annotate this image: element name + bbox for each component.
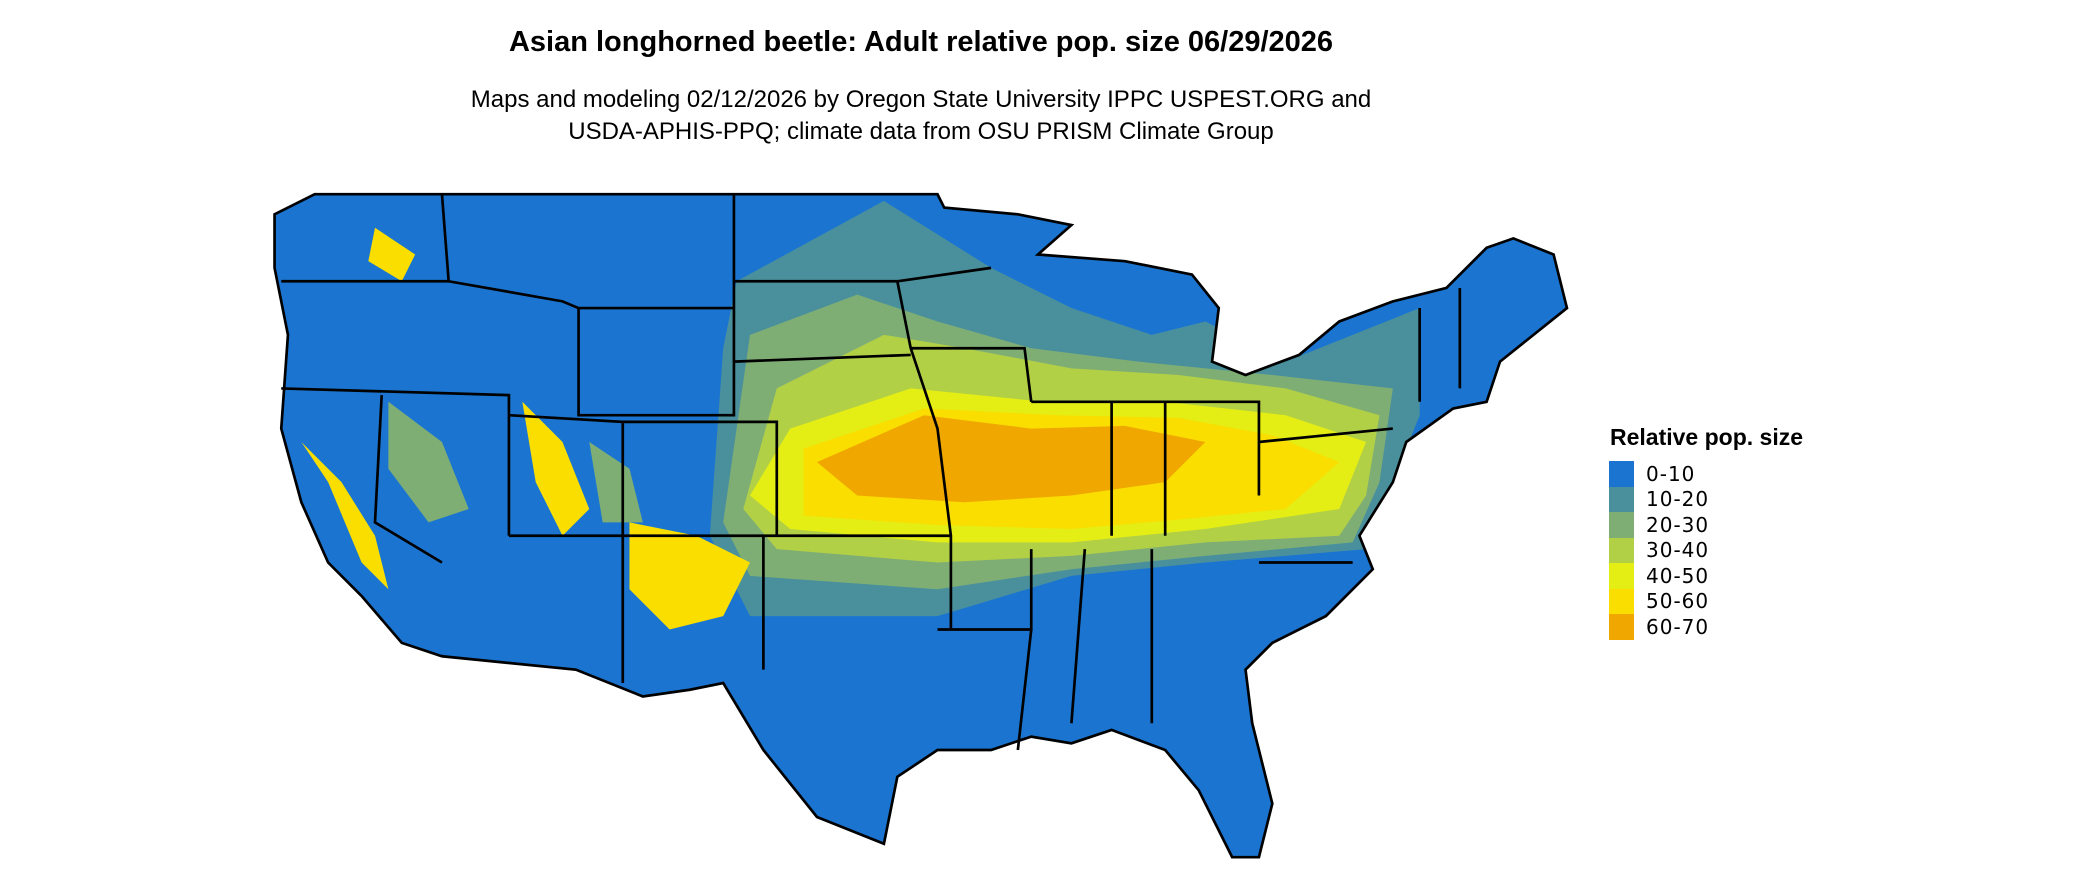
legend: Relative pop. size 0-10 10-20 20-30 30-40 40… bbox=[1609, 424, 1803, 640]
legend-item: 10-20 bbox=[1609, 486, 1803, 512]
legend-swatch bbox=[1609, 512, 1634, 538]
legend-item: 30-40 bbox=[1609, 537, 1803, 563]
map-subtitle-line-1: Maps and modeling 02/12/2026 by Oregon S… bbox=[470, 86, 1372, 113]
legend-label: 60-70 bbox=[1646, 614, 1710, 639]
map-subtitle-line-2: USDA-APHIS-PPQ; climate data from OSU PR… bbox=[568, 118, 1274, 145]
legend-label: 0-10 bbox=[1646, 461, 1696, 486]
legend-title: Relative pop. size bbox=[1610, 424, 1804, 450]
legend-swatch bbox=[1609, 486, 1634, 512]
legend-label: 10-20 bbox=[1646, 487, 1710, 512]
region-west-green bbox=[388, 401, 643, 523]
legend-swatch bbox=[1609, 461, 1634, 487]
legend-swatch bbox=[1609, 588, 1634, 614]
region-60-70 bbox=[816, 415, 1206, 503]
legend-label: 50-60 bbox=[1646, 589, 1710, 614]
state-borders bbox=[273, 192, 1569, 859]
legend-item: 60-70 bbox=[1609, 614, 1803, 640]
legend-swatch bbox=[1609, 563, 1634, 589]
legend-label: 20-30 bbox=[1646, 512, 1710, 537]
legend-item: 40-50 bbox=[1609, 563, 1803, 589]
legend-label: 30-40 bbox=[1646, 538, 1710, 563]
legend-item: 20-30 bbox=[1609, 512, 1803, 538]
legend-label: 40-50 bbox=[1646, 563, 1710, 588]
region-west-yellow bbox=[301, 227, 750, 630]
legend-swatch bbox=[1609, 614, 1634, 640]
map-title: Asian longhorned beetle: Adult relative … bbox=[508, 26, 1334, 58]
legend-item: 0-10 bbox=[1609, 461, 1803, 487]
legend-swatch bbox=[1609, 537, 1634, 563]
legend-item: 50-60 bbox=[1609, 588, 1803, 614]
